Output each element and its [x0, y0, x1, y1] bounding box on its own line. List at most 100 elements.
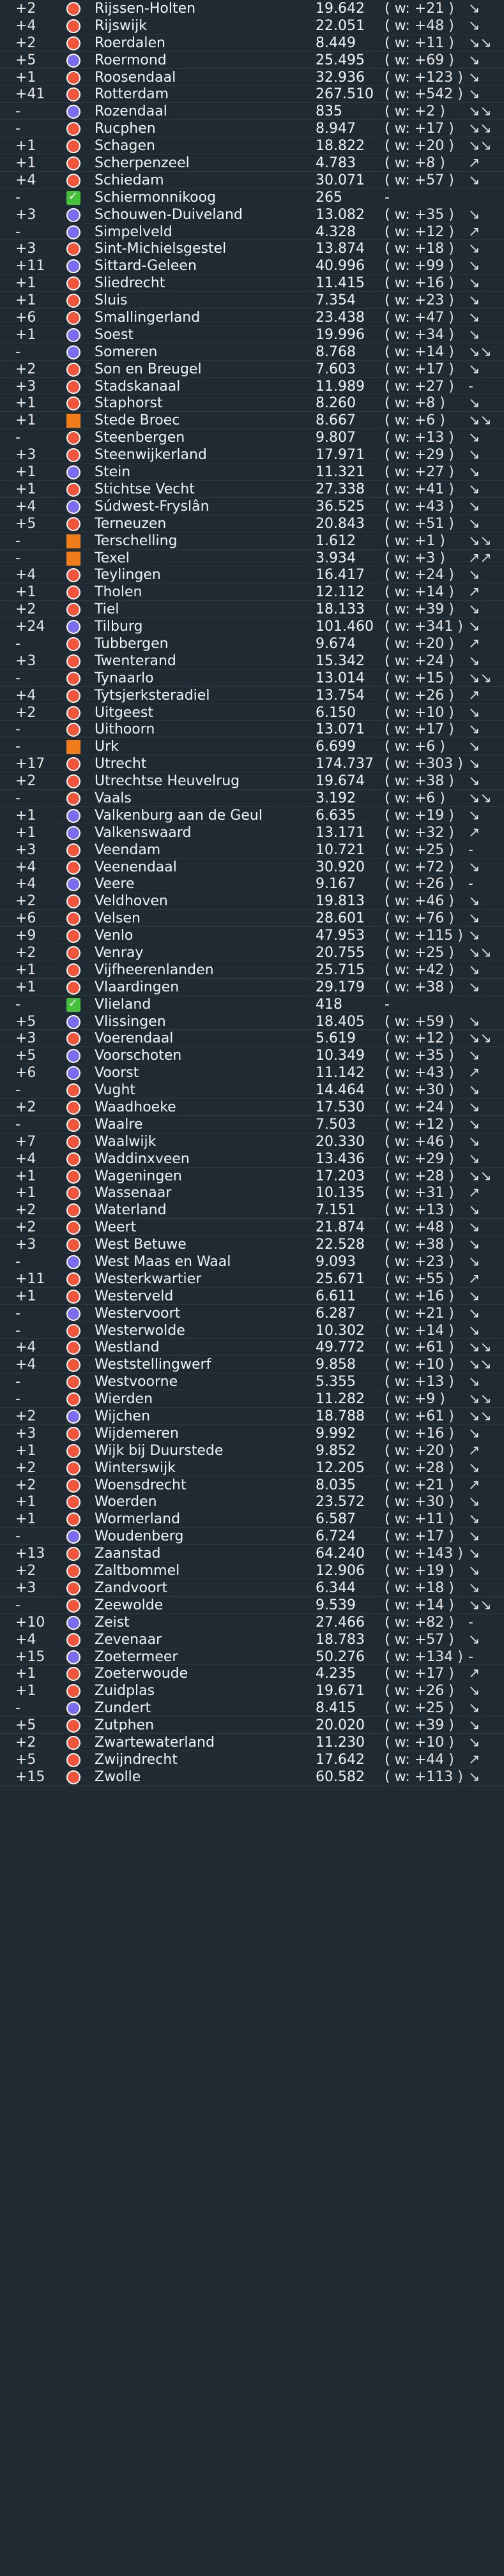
weight-value: ( w: +99 ): [385, 258, 454, 275]
list-item: +2 Weert 21.874 ( w: +48 ) ↘: [0, 1219, 504, 1237]
delta-value: +15: [15, 1648, 45, 1665]
weight-value: ( w: +61 ): [385, 1339, 454, 1356]
municipality-name: Waalre: [95, 1116, 143, 1133]
trend-arrow-icon: ↘↘: [468, 1408, 492, 1425]
delta-value: +2: [15, 944, 36, 961]
orange-square-icon: [66, 534, 80, 548]
count-value: 19.671: [316, 1683, 365, 1699]
purple-circle-icon: [66, 808, 80, 823]
municipality-name: Rijssen-Holten: [95, 1, 196, 17]
list-item: +1 Staphorst 8.260 ( w: +8 ) ↘: [0, 395, 504, 412]
delta-value: +2: [15, 1099, 36, 1115]
count-value: 15.342: [316, 652, 365, 669]
count-value: 9.539: [316, 1597, 356, 1613]
count-value: 20.330: [316, 1133, 365, 1150]
list-item: +3 Veendam 10.721 ( w: +25 ) -: [0, 841, 504, 859]
trend-arrow-icon: ↘: [468, 721, 480, 738]
count-value: 21.874: [316, 1219, 365, 1236]
red-circle-icon: [66, 1564, 80, 1579]
municipality-name: Staphorst: [95, 395, 163, 412]
trend-arrow-icon: ↗: [468, 1666, 480, 1682]
list-item: +1 Zuidplas 19.671 ( w: +26 ) ↘: [0, 1682, 504, 1700]
list-item: +5 Roermond 25.495 ( w: +69 ) ↘: [0, 52, 504, 69]
count-value: 6.150: [316, 704, 356, 721]
municipality-name: Voerendaal: [95, 1030, 174, 1047]
municipality-name: Velsen: [95, 910, 141, 927]
purple-circle-icon: [66, 1530, 80, 1544]
trend-arrow-icon: ↘: [468, 1459, 480, 1476]
red-circle-icon: [66, 1083, 80, 1098]
list-item: +1 Wormerland 6.587 ( w: +11 ) ↘: [0, 1510, 504, 1528]
purple-circle-icon: [66, 465, 80, 480]
weight-value: ( w: +542 ): [385, 86, 463, 103]
list-item: +2 Winterswijk 12.205 ( w: +28 ) ↘: [0, 1459, 504, 1477]
municipality-name: Westvoorne: [95, 1374, 178, 1390]
delta-value: +9: [15, 928, 36, 944]
municipality-name: Westervoort: [95, 1305, 181, 1322]
municipality-name: Vlaardingen: [95, 979, 179, 995]
weight-value: ( w: +3 ): [385, 550, 445, 566]
trend-arrow-icon: ↘: [468, 1048, 480, 1064]
count-value: 174.737: [316, 756, 374, 772]
red-circle-icon: [66, 448, 80, 463]
municipality-name: Scherpenzeel: [95, 155, 190, 172]
list-item: +15 Zoetermeer 50.276 ( w: +134 ) -: [0, 1648, 504, 1666]
count-value: 17.971: [316, 447, 365, 463]
list-item: +6 Smallingerland 23.438 ( w: +47 ) ↘: [0, 309, 504, 326]
municipality-name: West Maas en Waal: [95, 1254, 231, 1270]
trend-arrow-icon: ↗: [468, 155, 480, 172]
count-value: 60.582: [316, 1768, 365, 1785]
red-circle-icon: [66, 912, 80, 926]
delta-value: +2: [15, 704, 36, 721]
list-item: +1 Stede Broec 8.667 ( w: +6 ) ↘↘: [0, 412, 504, 430]
purple-circle-icon: [66, 225, 80, 239]
count-value: 13.171: [316, 824, 365, 841]
count-value: 19.674: [316, 773, 365, 790]
municipality-name: Vught: [95, 1082, 136, 1099]
list-item: +4 Waddinxveen 13.436 ( w: +29 ) ↘: [0, 1150, 504, 1168]
count-value: 11.142: [316, 1065, 365, 1081]
count-value: 12.205: [316, 1459, 365, 1476]
municipality-name: Someren: [95, 343, 158, 360]
purple-circle-icon: [66, 1615, 80, 1630]
count-value: 5.355: [316, 1374, 356, 1390]
delta-value: -: [15, 1528, 20, 1545]
weight-value: ( w: +17 ): [385, 361, 454, 377]
municipality-name: Súdwest-Fryslân: [95, 498, 210, 515]
list-item: +2 Uitgeest 6.150 ( w: +10 ) ↘: [0, 704, 504, 721]
weight-value: ( w: +76 ): [385, 910, 454, 927]
weight-value: ( w: +17 ): [385, 721, 454, 738]
trend-arrow-icon: ↘↘: [468, 121, 492, 137]
trend-arrow-icon: ↘↘: [468, 790, 492, 806]
count-value: 7.603: [316, 361, 356, 377]
list-item: +1 Valkenburg aan de Geul 6.635 ( w: +19 ) ↘: [0, 807, 504, 824]
count-value: 11.230: [316, 1734, 365, 1751]
red-circle-icon: [66, 482, 80, 497]
delta-value: +2: [15, 1563, 36, 1579]
delta-value: -: [15, 103, 20, 120]
count-value: 3.934: [316, 550, 356, 566]
municipality-name: Urk: [95, 739, 119, 755]
weight-value: ( w: +39 ): [385, 1717, 454, 1734]
weight-value: ( w: +25 ): [385, 1700, 454, 1717]
trend-arrow-icon: ↘: [468, 258, 480, 275]
delta-value: +2: [15, 773, 36, 790]
municipality-name: Voorschoten: [95, 1048, 182, 1064]
count-value: 4.783: [316, 155, 356, 172]
trend-arrow-icon: ↘: [468, 1631, 480, 1648]
trend-arrow-icon: ↘: [468, 464, 480, 481]
red-circle-icon: [66, 774, 80, 789]
list-item: +1 Wageningen 17.203 ( w: +28 ) ↘↘: [0, 1168, 504, 1185]
delta-value: +1: [15, 395, 36, 412]
purple-circle-icon: [66, 877, 80, 892]
red-circle-icon: [66, 1221, 80, 1235]
weight-value: ( w: +43 ): [385, 1065, 454, 1081]
list-item: - Terschelling 1.612 ( w: +1 ) ↘↘: [0, 532, 504, 550]
municipality-name: Weststellingwerf: [95, 1357, 211, 1373]
weight-value: ( w: +43 ): [385, 498, 454, 515]
weight-value: ( w: +38 ): [385, 773, 454, 790]
weight-value: ( w: +42 ): [385, 961, 454, 978]
red-circle-icon: [66, 1203, 80, 1218]
list-item: +1 Valkenswaard 13.171 ( w: +32 ) ↗: [0, 824, 504, 841]
delta-value: +1: [15, 464, 36, 481]
